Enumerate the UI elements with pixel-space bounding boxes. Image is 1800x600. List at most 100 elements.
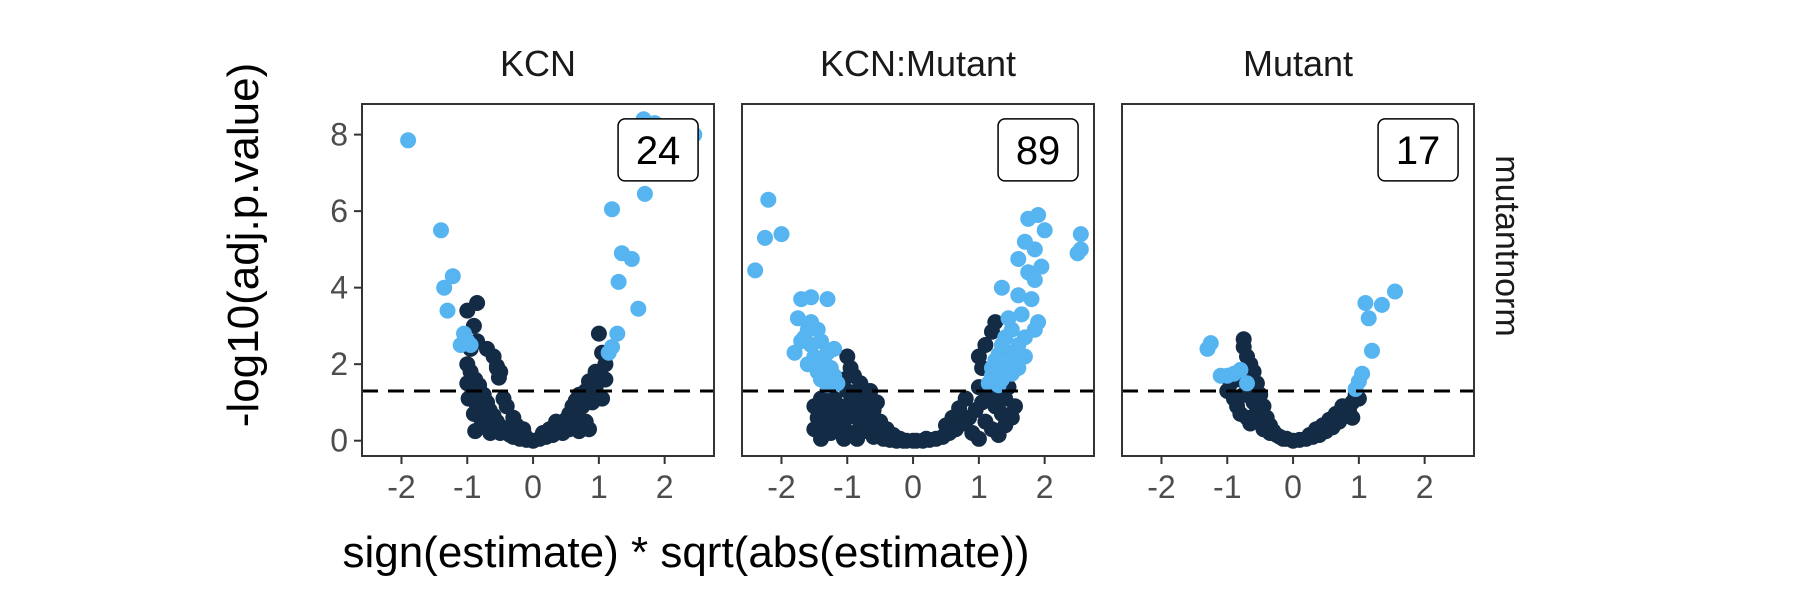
point-significant [789, 310, 806, 327]
panel-border [361, 103, 715, 457]
points-group [747, 191, 1089, 449]
x-tick-label: -2 [767, 469, 795, 505]
point-not-significant [1262, 425, 1278, 441]
point-not-significant [1301, 427, 1318, 443]
x-tick-label: 1 [970, 469, 988, 505]
count-label-box [1377, 118, 1459, 182]
point-significant [1357, 295, 1374, 311]
x-tick-label: 0 [1284, 469, 1302, 505]
count-label-box [997, 118, 1079, 182]
point-not-significant [534, 425, 551, 441]
points-group [1199, 283, 1403, 449]
point-significant [1026, 241, 1043, 258]
point-not-significant [571, 423, 588, 440]
point-significant [1010, 287, 1027, 304]
point-not-significant [987, 314, 1004, 331]
row-facet-label: mutantnorm [1488, 155, 1526, 336]
point-significant [1023, 291, 1040, 308]
points-group [400, 111, 703, 449]
point-significant [610, 273, 627, 290]
point-significant [452, 337, 469, 353]
point-not-significant [517, 428, 534, 445]
point-not-significant [918, 430, 935, 447]
count-label: 89 [1016, 129, 1061, 173]
panel-title: Mutant [1243, 43, 1353, 84]
y-tick-label: 2 [330, 346, 348, 382]
y-tick-label: 8 [330, 117, 348, 153]
point-not-significant [1007, 398, 1023, 415]
point-not-significant [1242, 415, 1259, 432]
panel-border [741, 103, 1095, 457]
x-tick-label: 2 [656, 469, 674, 505]
point-significant [433, 222, 449, 239]
x-tick-label: -1 [833, 469, 861, 505]
point-not-significant [567, 409, 584, 426]
point-significant [1232, 361, 1249, 378]
point-not-significant [477, 411, 494, 428]
point-significant [436, 279, 453, 296]
point-significant [1202, 335, 1219, 352]
count-label: 17 [1396, 129, 1441, 173]
point-significant [630, 300, 647, 317]
point-significant [444, 268, 461, 285]
point-significant [793, 333, 810, 350]
point-significant [1364, 342, 1380, 359]
point-significant [1387, 283, 1403, 300]
point-significant [1013, 306, 1030, 323]
point-significant [439, 302, 456, 319]
point-significant [1347, 381, 1364, 397]
point-significant [826, 340, 843, 357]
point-significant [819, 291, 836, 308]
point-significant [604, 201, 620, 218]
x-tick-label: -1 [453, 469, 481, 505]
point-not-significant [849, 430, 866, 447]
point-not-significant [977, 337, 994, 353]
point-significant [747, 262, 764, 279]
point-not-significant [467, 423, 484, 440]
point-significant [1033, 258, 1050, 275]
point-significant [1072, 226, 1089, 243]
y-tick-label: 0 [330, 423, 348, 459]
x-tick-label: 2 [1036, 469, 1054, 505]
panel-border [1121, 103, 1475, 457]
x-tick-label: -2 [387, 469, 415, 505]
point-significant [1373, 296, 1390, 313]
point-significant [400, 132, 417, 149]
point-significant [1010, 251, 1027, 267]
x-tick-label: 1 [1350, 469, 1368, 505]
count-label-box [617, 118, 699, 182]
point-significant [1239, 375, 1255, 392]
x-tick-label: 0 [904, 469, 922, 505]
point-significant [623, 251, 640, 267]
point-significant [993, 279, 1010, 296]
point-not-significant [597, 371, 614, 388]
point-significant [1026, 272, 1043, 288]
point-significant [1003, 365, 1020, 382]
point-not-significant [862, 383, 879, 399]
x-axis-title: sign(estimate) * sqrt(abs(estimate)) [342, 528, 1029, 577]
point-significant [1030, 207, 1047, 223]
x-tick-label: -2 [1147, 469, 1175, 505]
point-significant [609, 325, 626, 342]
point-not-significant [891, 430, 908, 447]
point-significant [1360, 310, 1377, 327]
point-not-significant [590, 325, 607, 342]
y-axis-title: -log10(adj.p.value) [219, 63, 268, 427]
x-tick-label: 2 [1416, 469, 1434, 505]
point-not-significant [584, 394, 601, 411]
point-not-significant [836, 430, 852, 447]
point-significant [636, 185, 653, 202]
x-tick-label: -1 [1213, 469, 1241, 505]
y-tick-label: 6 [330, 193, 348, 229]
point-significant [760, 191, 777, 208]
point-not-significant [1344, 409, 1361, 426]
point-significant [757, 229, 773, 246]
point-significant [1036, 222, 1053, 239]
point-significant [803, 289, 820, 306]
point-not-significant [490, 369, 507, 386]
point-significant [819, 377, 836, 394]
point-not-significant [813, 430, 829, 447]
